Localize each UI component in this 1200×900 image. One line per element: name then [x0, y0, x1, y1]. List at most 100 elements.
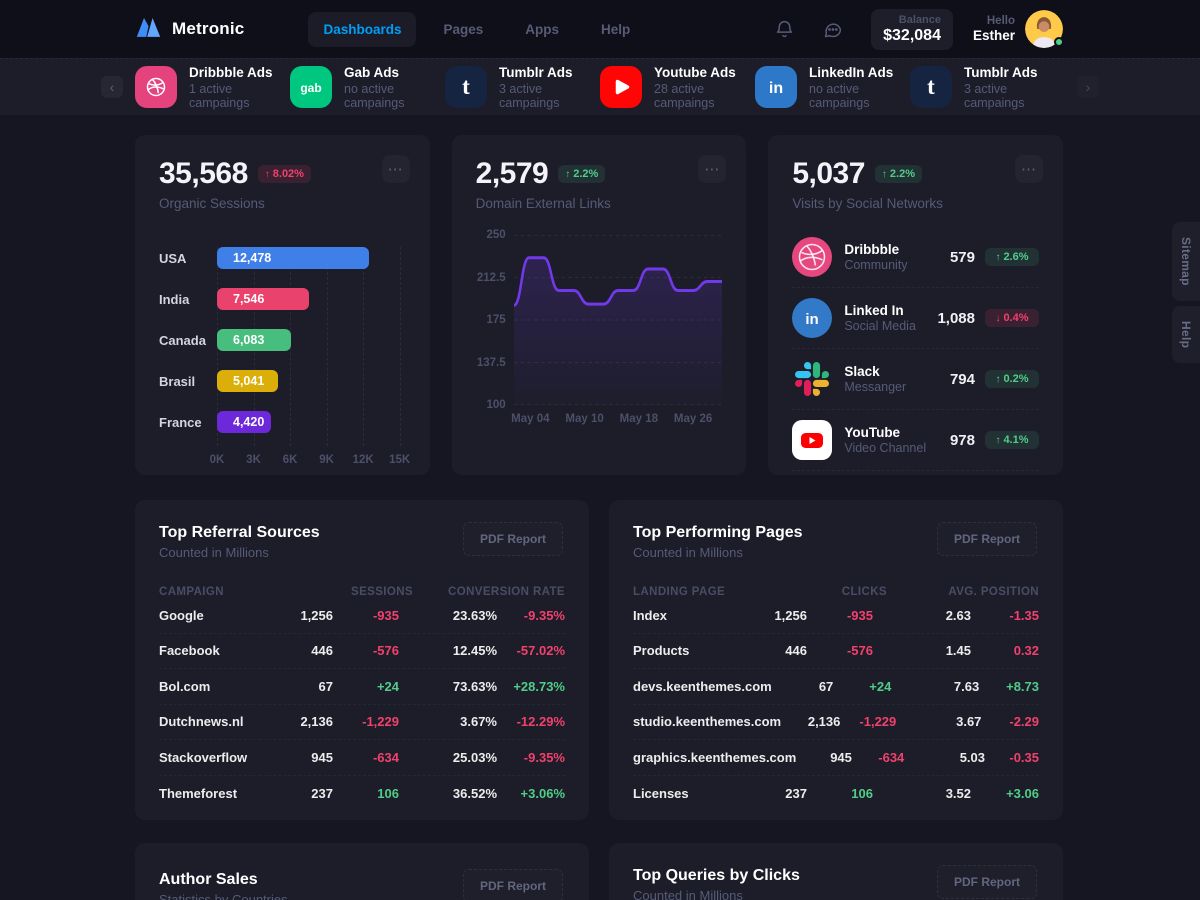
table-row: Licenses 237 106 3.52 +3.06	[633, 776, 1039, 812]
balance-label: Balance	[898, 13, 941, 26]
linkedin-tile-icon: in	[755, 66, 797, 108]
campaign-name: Facebook	[159, 643, 220, 659]
landing-page-name: Licenses	[633, 785, 689, 801]
table-header: LANDING PAGE CLICKS AVG. POSITION	[633, 586, 1039, 598]
table-row: Bol.com 67 +24 73.63% +28.73%	[159, 669, 565, 705]
landing-page-name: graphics.keenthemes.com	[633, 749, 797, 765]
table-subtitle: Counted in Millions	[159, 545, 269, 560]
sessions-value: 2,136	[300, 714, 333, 730]
channel-name: Gab Ads	[344, 64, 400, 80]
channel-item[interactable]: Youtube Ads 28 active campaings	[600, 65, 755, 110]
trend-arrow-icon: ↓	[995, 312, 1001, 324]
bar: 6,083	[217, 329, 292, 351]
bell-icon[interactable]	[771, 16, 797, 42]
chevron-left-icon: ‹	[109, 79, 115, 95]
bar-rows: USA 12,478 India 7,546 Canada 6,083 Brasil 5,04…	[159, 247, 406, 433]
card-menu-button[interactable]: ⋯	[381, 155, 410, 183]
nav-item[interactable]: Apps	[525, 21, 560, 37]
bar-track: 4,420	[217, 411, 400, 433]
pdf-report-button[interactable]: PDF Report	[937, 522, 1037, 556]
conversion-value: 25.03%	[452, 749, 497, 765]
channel-name: Youtube Ads	[654, 64, 736, 80]
x-tick-label: 0K	[209, 454, 225, 466]
card-menu-button[interactable]: ⋯	[1014, 155, 1043, 183]
conversion-delta: -57.02%	[516, 643, 565, 659]
x-tick-label: 12K	[352, 454, 374, 466]
sessions-delta: +24	[376, 678, 399, 694]
bar-value-label: 5,041	[233, 374, 265, 388]
position-delta: 0.32	[1013, 643, 1039, 659]
linkedin-icon: in	[792, 298, 833, 338]
position-delta: -0.35	[1009, 749, 1039, 765]
landing-page-name: Products	[633, 643, 690, 659]
position-delta: +3.06	[1006, 785, 1039, 801]
bar-row: Brasil 5,041	[159, 370, 406, 392]
card-subtitle: Organic Sessions	[159, 196, 265, 211]
scroll-right-button[interactable]: ›	[1077, 76, 1099, 98]
channel-status: 3 active campaings	[964, 81, 1025, 110]
nav-item[interactable]: Dashboards	[308, 11, 417, 47]
table-row: Products 446 -576 1.45 0.32	[633, 634, 1039, 669]
channel-item[interactable]: in LinkedIn Ads no active campaings	[755, 65, 910, 110]
bar: 5,041	[217, 370, 279, 392]
main-content: 35,568 ↑ 8.02% Organic Sessions ⋯ USA 12,…	[0, 115, 1200, 900]
channel-item[interactable]: gab Gab Ads no active campaings	[290, 65, 445, 110]
side-tab[interactable]: Help	[1172, 305, 1200, 364]
social-network-row: YouTube Video Channel 978 ↑ 4.1%	[792, 410, 1039, 471]
social-visits-value: 5,037	[792, 157, 865, 190]
card-title: Author Sales	[159, 871, 258, 888]
clicks-value: 1,256	[774, 607, 807, 623]
domain-links-area-chart: 250 212.5 175 137.5 100 May 04 May 10 May 18 Ma…	[476, 229, 723, 431]
trend-badge: ↑ 2.2%	[874, 165, 922, 183]
landing-page-name: studio.keenthemes.com	[633, 714, 782, 730]
gridline	[363, 247, 365, 446]
network-name: Slack	[844, 364, 880, 379]
table-row: graphics.keenthemes.com 945 -634 5.03 -0…	[633, 740, 1039, 776]
clicks-value: 237	[785, 785, 807, 801]
position-value: 7.63	[953, 678, 980, 694]
channel-status: 28 active campaings	[654, 81, 715, 110]
sessions-delta: -634	[372, 749, 399, 765]
nav-item[interactable]: Pages	[443, 21, 484, 37]
sessions-value: 446	[311, 643, 333, 659]
pdf-report-button[interactable]: PDF Report	[937, 865, 1037, 899]
table-row: devs.keenthemes.com 67 +24 7.63 +8.73	[633, 669, 1039, 705]
bar-track: 7,546	[217, 288, 400, 310]
conversion-value: 3.67%	[460, 714, 497, 730]
side-tab[interactable]: Sitemap	[1172, 222, 1200, 301]
performing-table-body: Index 1,256 -935 2.63 -1.35 Products 446…	[633, 598, 1039, 811]
position-value: 3.52	[945, 785, 971, 801]
tables-row: Top Referral Sources Counted in Millions…	[135, 500, 1063, 820]
channel-name: Tumblr Ads	[499, 64, 573, 80]
svg-text:in: in	[769, 80, 783, 97]
network-subtitle: Video Channel	[844, 441, 927, 455]
channel-item[interactable]: t Tumblr Ads 3 active campaings	[910, 65, 1065, 110]
channel-item[interactable]: t Tumblr Ads 3 active campaings	[445, 65, 600, 110]
online-status-dot	[1054, 37, 1064, 47]
brand-logo[interactable]: Metronic	[135, 15, 244, 44]
topbar-actions: Balance $32,084 Hello Esther	[749, 8, 1064, 50]
bar-row: France 4,420	[159, 411, 406, 433]
scroll-left-button[interactable]: ‹	[101, 76, 123, 98]
network-name: Dribbble	[844, 242, 900, 257]
bar-category-label: India	[159, 291, 190, 307]
channel-item[interactable]: Dribbble Ads 1 active campaings	[135, 65, 290, 110]
svg-text:gab: gab	[300, 81, 321, 95]
nav-item[interactable]: Help	[601, 21, 631, 37]
channel-status: 3 active campaings	[499, 81, 560, 110]
position-delta: -1.35	[1009, 607, 1039, 623]
conversion-delta: -9.35%	[523, 749, 565, 765]
chat-icon[interactable]	[819, 16, 845, 42]
pdf-report-button[interactable]: PDF Report	[463, 522, 563, 556]
youtube-icon	[792, 420, 833, 460]
channel-name: Dribbble Ads	[189, 64, 273, 80]
card-menu-button[interactable]: ⋯	[698, 155, 727, 183]
conversion-delta: +28.73%	[513, 678, 565, 694]
tumblr-tile-icon: t	[910, 66, 952, 108]
bar-track: 6,083	[217, 329, 400, 351]
network-visits: 794	[949, 370, 975, 388]
user-avatar[interactable]	[1025, 10, 1064, 48]
table-row: Themeforest 237 106 36.52% +3.06%	[159, 776, 565, 812]
table-row: Index 1,256 -935 2.63 -1.35	[633, 598, 1039, 634]
pdf-report-button[interactable]: PDF Report	[463, 869, 563, 900]
